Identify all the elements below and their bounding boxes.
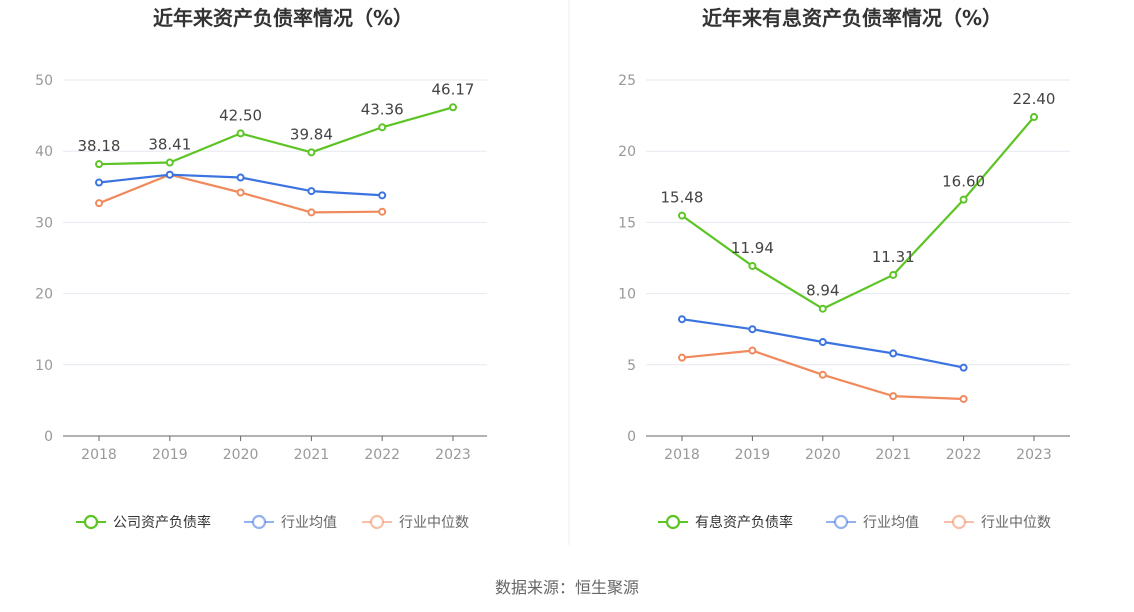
y-tick-label: 25 xyxy=(618,73,636,89)
legend-item-median[interactable]: 行业中位数 xyxy=(944,514,1051,531)
data-point-primary[interactable] xyxy=(1030,113,1038,122)
y-tick-label: 10 xyxy=(35,358,53,374)
legend-item-average[interactable]: 行业均值 xyxy=(826,514,919,531)
y-tick-label: 20 xyxy=(618,144,636,160)
data-point-average[interactable] xyxy=(959,363,968,372)
data-point-average[interactable] xyxy=(748,325,757,334)
chart-debt-ratio: 近年来资产负债率情况（%） 0 10 20 30 40 50 2018 2019 2020 2021… xyxy=(35,6,487,531)
data-label: 42.50 xyxy=(219,106,262,124)
data-point-median[interactable] xyxy=(678,353,686,362)
data-label: 15.48 xyxy=(661,189,704,207)
data-point-primary[interactable] xyxy=(236,129,245,138)
y-tick-label: 50 xyxy=(35,73,53,89)
data-point-median[interactable] xyxy=(378,207,387,216)
y-tick-label: 5 xyxy=(627,358,636,374)
data-point-primary[interactable] xyxy=(378,123,387,132)
x-tick-label: 2018 xyxy=(81,447,117,463)
data-point-median[interactable] xyxy=(959,394,968,403)
legend-label: 有息资产负债率 xyxy=(695,514,793,531)
data-point-average[interactable] xyxy=(236,173,245,182)
series-line-primary xyxy=(681,116,1035,310)
x-tick-label: 2023 xyxy=(1016,447,1052,463)
legend-marker xyxy=(83,514,99,530)
x-tick-label: 2019 xyxy=(735,447,771,463)
x-tick-label: 2021 xyxy=(294,447,330,463)
legend-label: 行业均值 xyxy=(863,515,919,531)
legend-label: 行业均值 xyxy=(281,515,337,531)
y-tick-label: 0 xyxy=(627,429,636,445)
data-point-primary[interactable] xyxy=(165,158,174,167)
data-point-median[interactable] xyxy=(889,392,898,401)
data-label: 11.31 xyxy=(872,248,915,266)
data-point-primary[interactable] xyxy=(889,270,898,279)
legend-label: 公司资产负债率 xyxy=(113,514,211,531)
legend-item-average[interactable]: 行业均值 xyxy=(244,514,337,531)
data-point-primary[interactable] xyxy=(818,304,827,313)
data-point-primary[interactable] xyxy=(748,261,757,270)
data-point-median[interactable] xyxy=(307,208,316,217)
data-point-median[interactable] xyxy=(818,370,827,379)
data-point-average[interactable] xyxy=(818,338,827,347)
data-point-primary[interactable] xyxy=(959,195,968,204)
series-line-primary xyxy=(98,106,454,166)
data-label: 11.94 xyxy=(731,239,774,257)
data-label: 38.41 xyxy=(148,136,191,154)
x-tick-label: 2020 xyxy=(223,447,259,463)
x-tick-label: 2019 xyxy=(152,447,188,463)
data-point-average[interactable] xyxy=(165,170,174,179)
chart-title: 近年来资产负债率情况（%） xyxy=(153,6,413,30)
data-point-primary[interactable] xyxy=(678,211,686,220)
x-tick-label: 2022 xyxy=(946,447,982,463)
data-label: 16.60 xyxy=(942,173,985,191)
data-label: 38.18 xyxy=(78,137,121,155)
data-point-average[interactable] xyxy=(378,191,387,200)
y-tick-label: 30 xyxy=(35,215,53,231)
data-label: 8.94 xyxy=(806,282,839,300)
y-tick-label: 20 xyxy=(35,287,53,303)
data-label: 39.84 xyxy=(290,125,333,143)
legend-label: 行业中位数 xyxy=(981,515,1051,531)
legend-item-primary[interactable]: 公司资产负债率 xyxy=(76,514,211,531)
legend-marker xyxy=(833,514,849,530)
y-tick-label: 15 xyxy=(618,215,636,231)
legend-marker xyxy=(369,514,385,530)
data-point-average[interactable] xyxy=(307,187,316,196)
y-tick-label: 40 xyxy=(35,144,53,160)
x-tick-label: 2018 xyxy=(664,447,700,463)
legend-marker xyxy=(665,514,681,530)
chart-interest-bearing-debt-ratio: 近年来有息资产负债率情况（%） 0 5 10 15 20 25 2018 2019 2020 202… xyxy=(618,6,1070,531)
x-tick-label: 2022 xyxy=(364,447,400,463)
data-point-primary[interactable] xyxy=(307,148,316,157)
data-label: 22.40 xyxy=(1013,90,1056,108)
legend-item-primary[interactable]: 有息资产负债率 xyxy=(658,514,793,531)
x-tick-label: 2023 xyxy=(435,447,471,463)
legend-marker xyxy=(951,514,967,530)
data-label: 46.17 xyxy=(432,80,475,98)
legend-label: 行业中位数 xyxy=(399,515,469,531)
data-point-primary[interactable] xyxy=(95,160,103,169)
data-point-average[interactable] xyxy=(678,315,686,324)
data-label: 43.36 xyxy=(361,100,404,118)
data-point-primary[interactable] xyxy=(449,103,457,112)
x-tick-label: 2021 xyxy=(875,447,911,463)
chart-title: 近年来有息资产负债率情况（%） xyxy=(702,6,1002,30)
x-tick-label: 2020 xyxy=(805,447,841,463)
data-point-median[interactable] xyxy=(748,346,757,355)
data-point-median[interactable] xyxy=(236,188,245,197)
y-tick-label: 10 xyxy=(618,287,636,303)
data-point-median[interactable] xyxy=(95,199,103,208)
data-point-average[interactable] xyxy=(95,178,103,187)
data-point-average[interactable] xyxy=(889,349,898,358)
data-source: 数据来源：恒生聚源 xyxy=(495,578,639,597)
y-tick-label: 0 xyxy=(44,429,53,445)
legend-marker xyxy=(251,514,267,530)
legend-item-median[interactable]: 行业中位数 xyxy=(362,514,469,531)
